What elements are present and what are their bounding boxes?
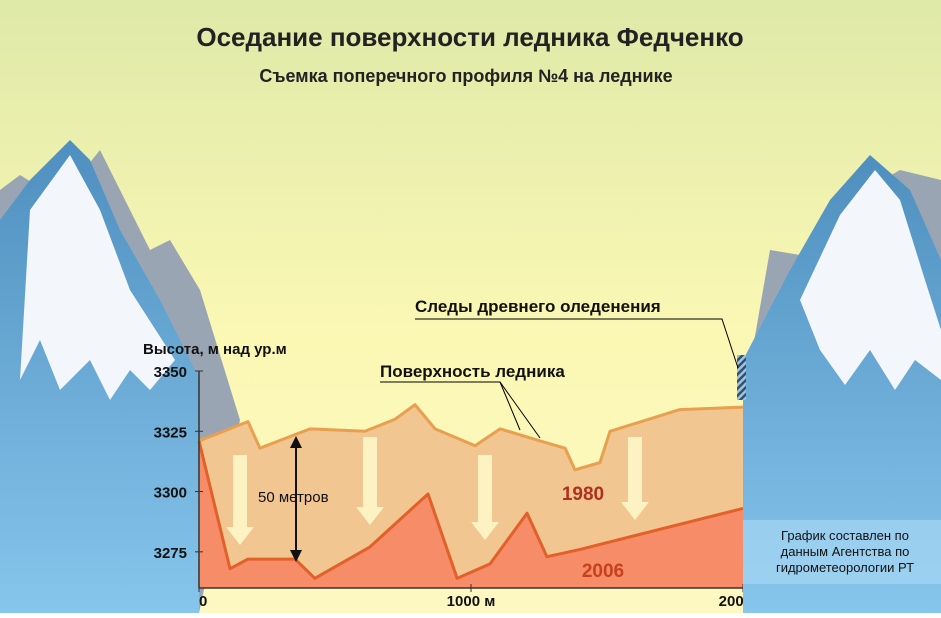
y-tick-label: 3300	[154, 485, 187, 502]
series-label: 2006	[582, 561, 624, 582]
source-note: гидрометеорологии РТ	[776, 560, 914, 575]
x-tick-label: 1000 м	[447, 593, 496, 610]
y-tick-label: 3350	[154, 364, 187, 381]
y-tick-label: 3325	[154, 424, 187, 441]
arrow	[226, 455, 254, 545]
y-axis-label: Высота, м над ур.м	[143, 341, 287, 358]
snow	[800, 170, 941, 390]
arrow	[356, 437, 384, 525]
x-tick-label: 0	[199, 593, 207, 610]
arrow	[621, 437, 649, 520]
leader-line	[499, 381, 521, 431]
arrow	[471, 455, 499, 540]
source-note: данным Агентства по	[781, 544, 910, 559]
snow	[20, 155, 175, 400]
line	[198, 403, 744, 472]
chart-subtitle: Съемка поперечного профиля №4 на леднике	[259, 66, 672, 86]
series-label: 1980	[562, 484, 604, 505]
leader-line	[415, 318, 739, 369]
hatch-marks	[737, 355, 746, 400]
line	[197, 440, 744, 580]
annotation: Поверхность ледника	[380, 362, 565, 381]
source-note: График составлен по	[781, 528, 909, 543]
annotation: 50 метров	[258, 489, 329, 506]
chart-title: Оседание поверхности ледника Федченко	[196, 22, 743, 52]
note-box	[743, 520, 941, 584]
annotation: Следы древнего оледенения	[415, 297, 661, 316]
y-tick-label: 3275	[154, 545, 187, 562]
area	[199, 440, 743, 588]
